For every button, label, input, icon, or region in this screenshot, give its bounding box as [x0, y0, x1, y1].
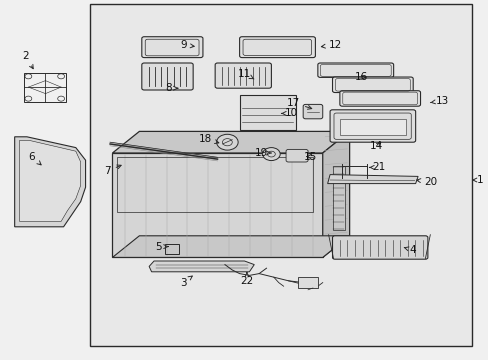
Text: 12: 12: [321, 40, 341, 50]
Bar: [239, 95, 295, 130]
Text: 9: 9: [180, 40, 194, 50]
Text: 14: 14: [369, 141, 383, 151]
FancyBboxPatch shape: [142, 63, 193, 90]
FancyBboxPatch shape: [142, 37, 203, 58]
FancyBboxPatch shape: [332, 77, 412, 93]
FancyBboxPatch shape: [339, 91, 420, 106]
Text: 4: 4: [404, 245, 416, 255]
Bar: [24, 73, 66, 102]
Polygon shape: [112, 131, 349, 153]
Text: 6: 6: [28, 152, 41, 165]
Bar: [165, 244, 179, 254]
Text: 22: 22: [240, 273, 253, 286]
FancyBboxPatch shape: [332, 236, 427, 259]
Text: 15: 15: [303, 152, 317, 162]
Text: 11: 11: [237, 69, 253, 79]
Text: 16: 16: [354, 72, 368, 82]
Text: 19: 19: [254, 148, 270, 158]
Text: 20: 20: [416, 177, 436, 187]
Text: 8: 8: [165, 83, 178, 93]
Text: 5: 5: [155, 242, 168, 252]
Polygon shape: [149, 261, 254, 272]
Text: 2: 2: [22, 51, 33, 69]
Bar: [332, 166, 344, 230]
Text: 1: 1: [472, 175, 483, 185]
Circle shape: [262, 148, 280, 161]
Polygon shape: [322, 131, 349, 257]
Text: 7: 7: [104, 165, 121, 176]
Polygon shape: [112, 236, 349, 257]
Bar: [117, 157, 312, 212]
Text: 21: 21: [369, 162, 385, 172]
Polygon shape: [20, 140, 81, 221]
FancyBboxPatch shape: [215, 63, 271, 88]
FancyBboxPatch shape: [239, 37, 315, 58]
Text: 17: 17: [286, 98, 311, 109]
FancyBboxPatch shape: [303, 104, 322, 119]
Bar: [339, 119, 405, 135]
Text: 10: 10: [281, 108, 297, 118]
Bar: [90, 4, 471, 346]
Polygon shape: [112, 153, 322, 257]
Text: 18: 18: [198, 134, 218, 144]
Polygon shape: [327, 175, 417, 184]
FancyBboxPatch shape: [329, 110, 415, 142]
Bar: [298, 277, 317, 288]
Text: 3: 3: [180, 276, 192, 288]
Text: 13: 13: [429, 96, 448, 106]
FancyBboxPatch shape: [285, 149, 307, 162]
Polygon shape: [15, 137, 85, 227]
Circle shape: [216, 134, 238, 150]
FancyBboxPatch shape: [317, 63, 393, 77]
